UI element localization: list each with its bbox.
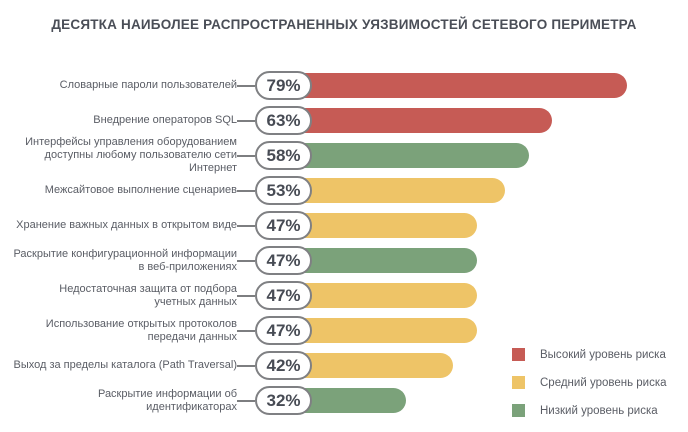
chart-row: Использование открытых протоколов переда… xyxy=(12,313,688,348)
value-label: 47% xyxy=(266,250,301,270)
value-pill: 32% xyxy=(255,386,312,415)
chart-row: Недостаточная защита от подбора учетных … xyxy=(12,278,688,313)
label-connector-line xyxy=(237,189,255,192)
value-label: 63% xyxy=(266,110,301,130)
chart-row: Внедрение операторов SQL 63% xyxy=(12,103,688,138)
value-pill: 63% xyxy=(255,106,312,135)
value-label: 32% xyxy=(266,390,301,410)
legend-item-label: Низкий уровень риска xyxy=(540,404,658,417)
bar-track: 53% xyxy=(255,176,688,205)
bar-track: 47% xyxy=(255,246,688,275)
legend-item: Высокий уровень риска xyxy=(512,348,667,361)
value-pill: 58% xyxy=(255,141,312,170)
chart-row: Выход за пределы каталога (Path Traversa… xyxy=(12,348,688,383)
value-label: 53% xyxy=(266,180,301,200)
chart-title: ДЕСЯТКА НАИБОЛЕЕ РАСПРОСТРАНЕННЫХ УЯЗВИМ… xyxy=(51,17,637,32)
label-connector-line xyxy=(237,399,255,402)
chart-row: Хранение важных данных в открытом виде 4… xyxy=(12,208,688,243)
label-connector-line xyxy=(237,294,255,297)
label-connector-line xyxy=(237,364,255,367)
bar-category-label: Внедрение операторов SQL xyxy=(93,114,237,126)
value-pill: 47% xyxy=(255,316,312,345)
value-pill: 47% xyxy=(255,281,312,310)
value-pill: 79% xyxy=(255,71,312,100)
chart-row: Раскрытие информации об идентификаторах … xyxy=(12,383,688,418)
value-pill: 42% xyxy=(255,351,312,380)
legend: Высокий уровень риска Средний уровень ри… xyxy=(512,348,667,432)
bar-track: 63% xyxy=(255,106,688,135)
label-connector-line xyxy=(237,154,255,157)
bar-category-label: Словарные пароли пользователей xyxy=(59,79,237,91)
value-label: 47% xyxy=(266,320,301,340)
chart-row: Межсайтовое выполнение сценариев 53% xyxy=(12,173,688,208)
value-label: 58% xyxy=(266,145,301,165)
label-connector-line xyxy=(237,119,255,122)
bar-category-label: Недостаточная защита от подбора учетных … xyxy=(59,282,237,308)
label-connector-line xyxy=(237,259,255,262)
risk-color-swatch xyxy=(512,404,525,417)
bar-category-label: Межсайтовое выполнение сценариев xyxy=(44,184,237,196)
value-pill: 53% xyxy=(255,176,312,205)
chart-row: Словарные пароли пользователей 79% xyxy=(12,68,688,103)
risk-color-swatch xyxy=(512,348,525,361)
legend-item: Низкий уровень риска xyxy=(512,404,667,417)
bar-category-label: Раскрытие конфигурационной информации в … xyxy=(13,247,237,273)
bar-track: 58% xyxy=(255,141,688,170)
risk-color-swatch xyxy=(512,376,525,389)
bar-track: 47% xyxy=(255,316,688,345)
value-pill: 47% xyxy=(255,211,312,240)
bar-track: 79% xyxy=(255,71,688,100)
value-label: 47% xyxy=(266,215,301,235)
bar-category-label: Использование открытых протоколов переда… xyxy=(45,317,237,343)
vulnerability-chart: ДЕСЯТКА НАИБОЛЕЕ РАСПРОСТРАНЕННЫХ УЯЗВИМ… xyxy=(0,0,688,417)
bar-track: 42% xyxy=(255,351,688,380)
value-label: 42% xyxy=(266,355,301,375)
bar-category-label: Хранение важных данных в открытом виде xyxy=(16,219,237,231)
label-connector-line xyxy=(237,84,255,87)
value-label: 47% xyxy=(266,285,301,305)
bar-track: 47% xyxy=(255,211,688,240)
legend-item-label: Средний уровень риска xyxy=(540,376,667,389)
bars-area: Словарные пароли пользователей 79% Внедр… xyxy=(12,68,688,418)
chart-row: Раскрытие конфигурационной информации в … xyxy=(12,243,688,278)
label-connector-line xyxy=(237,329,255,332)
bar-category-label: Раскрытие информации об идентификаторах xyxy=(97,387,237,413)
legend-item-label: Высокий уровень риска xyxy=(540,348,666,361)
value-pill: 47% xyxy=(255,246,312,275)
bar-track: 32% xyxy=(255,386,688,415)
bar-category-label: Выход за пределы каталога (Path Traversa… xyxy=(13,359,237,371)
legend-item: Средний уровень риска xyxy=(512,376,667,389)
bar xyxy=(256,73,627,98)
chart-row: Интерфейсы управления оборудованием дост… xyxy=(12,136,688,174)
label-connector-line xyxy=(237,224,255,227)
value-label: 79% xyxy=(266,75,301,95)
bar-category-label: Интерфейсы управления оборудованием дост… xyxy=(25,136,237,174)
bar-track: 47% xyxy=(255,281,688,310)
